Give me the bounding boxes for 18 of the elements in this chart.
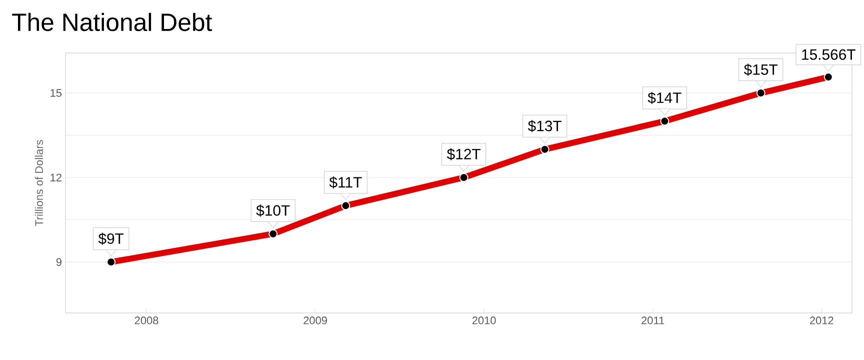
y-tick-label: 12 bbox=[50, 174, 62, 182]
x-tick-label: 2008 bbox=[134, 316, 158, 324]
y-tick-label: 9 bbox=[56, 258, 62, 266]
chart-title: The National Debt bbox=[12, 12, 212, 32]
data-label: $9T bbox=[98, 232, 124, 245]
y-axis-title: Trillions of Dollars bbox=[34, 140, 43, 226]
x-tick-label: 2010 bbox=[472, 316, 496, 324]
data-label: 15.566T bbox=[802, 49, 856, 60]
x-tick-label: 2009 bbox=[304, 316, 327, 324]
data-label: $15T bbox=[744, 64, 778, 76]
x-tick-label: 2011 bbox=[642, 316, 664, 324]
y-tick-label: 15 bbox=[50, 89, 62, 97]
data-label: $12T bbox=[446, 148, 480, 160]
x-tick-label: 2012 bbox=[810, 316, 834, 324]
data-label: $13T bbox=[528, 120, 562, 132]
data-label: $14T bbox=[648, 92, 682, 104]
data-label: $10T bbox=[256, 204, 290, 217]
data-label: $11T bbox=[329, 176, 362, 188]
